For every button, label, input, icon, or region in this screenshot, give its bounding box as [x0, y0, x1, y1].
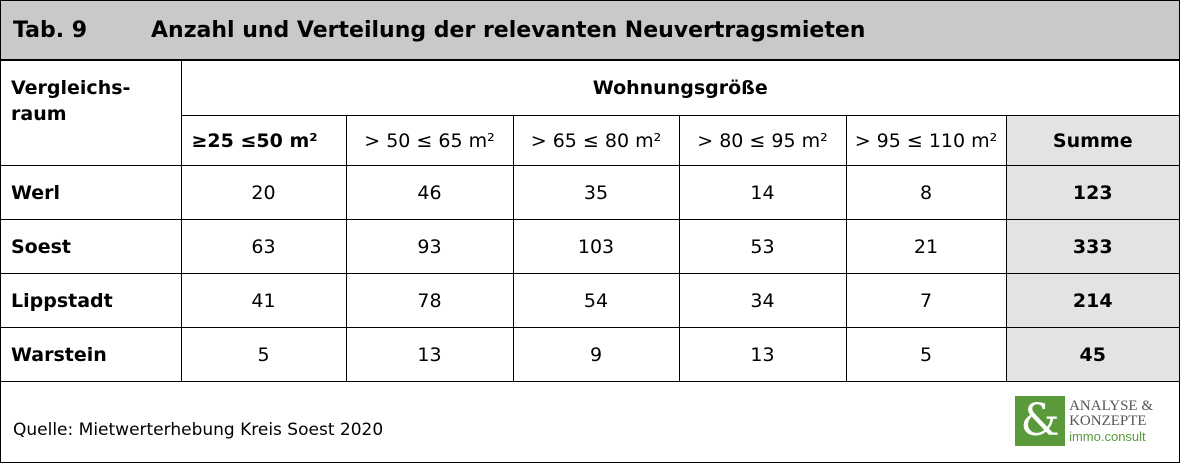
- footer: Quelle: Mietwerterhebung Kreis Soest 202…: [1, 384, 1179, 462]
- row-label: Warstein: [1, 327, 182, 382]
- cell: 5: [180, 327, 347, 382]
- cell: 63: [180, 219, 347, 274]
- logo-line: immo.consult: [1069, 428, 1146, 444]
- cell: 35: [512, 165, 680, 220]
- data-row: Soest 63 93 103 53 21 333: [1, 219, 1180, 274]
- logo-line: KONZEPTE: [1069, 412, 1147, 429]
- column-header: > 80 ≤ 95 m²: [678, 115, 847, 166]
- table-body: Vergleichs- raum Wohnungsgröße ≥25 ≤50 m…: [1, 60, 1180, 382]
- data-row: Werl 20 46 35 14 8 123: [1, 165, 1180, 220]
- data-table: Vergleichs- raum Wohnungsgröße ≥25 ≤50 m…: [1, 60, 1180, 382]
- sum-cell: 333: [1005, 219, 1180, 274]
- cell: 14: [678, 165, 847, 220]
- column-header: > 65 ≤ 80 m²: [512, 115, 680, 166]
- cell: 34: [678, 273, 847, 328]
- data-row: Lippstadt 41 78 54 34 7 214: [1, 273, 1180, 328]
- cell: 7: [845, 273, 1007, 328]
- column-header: > 95 ≤ 110 m²: [845, 115, 1007, 166]
- cell: 53: [678, 219, 847, 274]
- logo-symbol: &: [1015, 396, 1066, 446]
- cell: 78: [345, 273, 514, 328]
- logo: & ANALYSE & KONZEPTE immo.consult: [1015, 396, 1153, 446]
- column-header: ≥25 ≤50 m²: [181, 115, 347, 166]
- source: Quelle: Mietwerterhebung Kreis Soest 202…: [13, 420, 384, 440]
- cell: 21: [845, 219, 1007, 274]
- cell: 9: [512, 327, 680, 382]
- cell: 5: [845, 327, 1007, 382]
- header-row: Vergleichs- raum Wohnungsgröße: [1, 60, 1180, 166]
- sum-cell: 214: [1005, 273, 1180, 328]
- table-title: Anzahl und Verteilung der relevanten Neu…: [151, 17, 866, 43]
- cell: 93: [345, 219, 514, 274]
- sum-cell: 123: [1005, 165, 1180, 220]
- cell: 103: [512, 219, 680, 274]
- sum-header: Summe: [1005, 115, 1180, 166]
- logo-line: ANALYSE &: [1069, 397, 1153, 414]
- cell: 46: [345, 165, 514, 220]
- row-label: Soest: [1, 219, 182, 274]
- logo-text: ANALYSE & KONZEPTE immo.consult: [1069, 397, 1153, 444]
- cell: 13: [345, 327, 514, 382]
- cell: 41: [180, 273, 347, 328]
- cell: 13: [678, 327, 847, 382]
- cell: 54: [512, 273, 680, 328]
- data-row: Warstein 5 13 9 13 5 45: [1, 327, 1180, 382]
- row-label: Werl: [1, 165, 182, 220]
- sum-cell: 45: [1005, 327, 1180, 382]
- row-label: Lippstadt: [1, 273, 182, 328]
- cell: 8: [845, 165, 1007, 220]
- row-header: Vergleichs- raum: [1, 60, 182, 166]
- group-header: Wohnungsgröße: [180, 60, 1180, 116]
- column-header: > 50 ≤ 65 m²: [345, 115, 514, 166]
- title-bar: Tab. 9 Anzahl und Verteilung der relevan…: [1, 1, 1179, 60]
- table-number: Tab. 9: [13, 17, 88, 43]
- cell: 20: [180, 165, 347, 220]
